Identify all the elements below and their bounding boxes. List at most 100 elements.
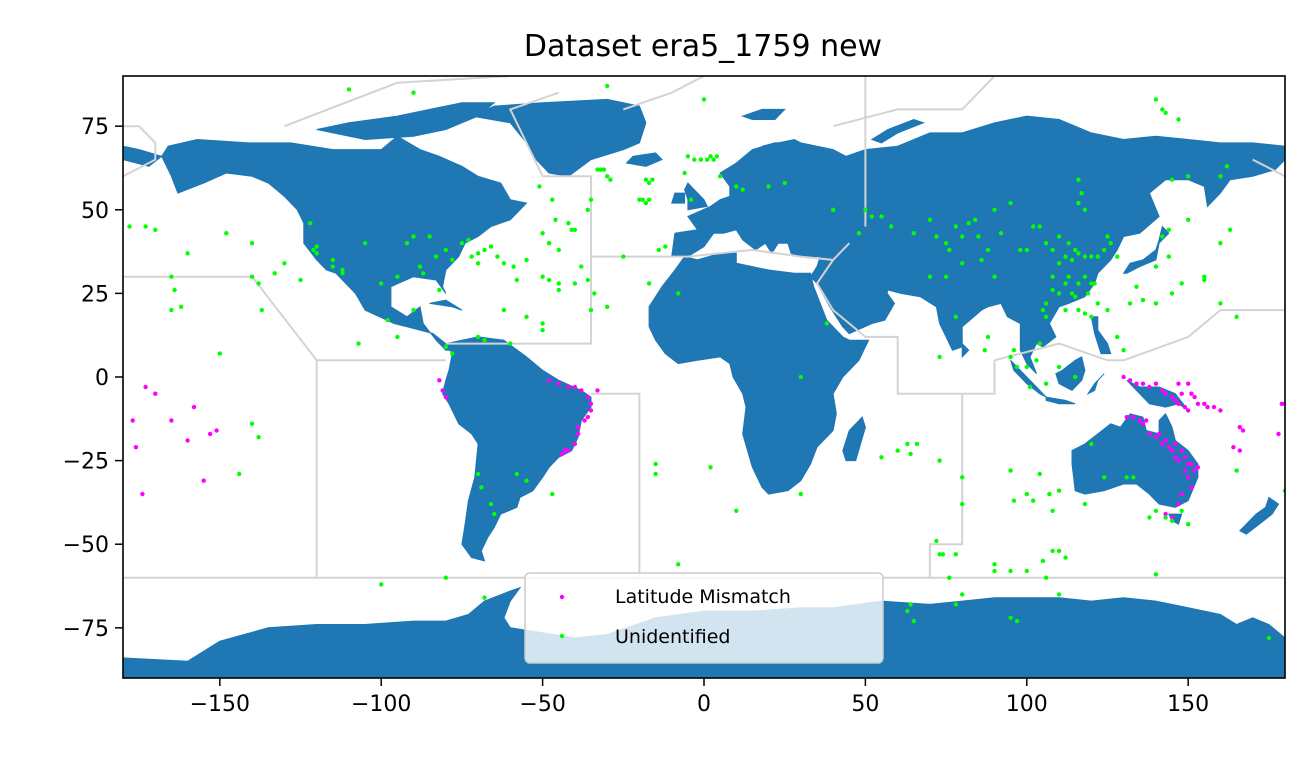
point-unidentified — [1073, 294, 1078, 299]
point-unidentified — [1140, 297, 1146, 303]
point-unidentified — [976, 234, 981, 239]
point-latitude-mismatch — [1179, 391, 1184, 396]
point-latitude-mismatch — [582, 418, 587, 423]
point-latitude-mismatch — [1182, 404, 1188, 410]
point-unidentified — [1115, 334, 1120, 340]
point-unidentified — [1066, 241, 1071, 246]
point-latitude-mismatch — [1179, 491, 1184, 497]
point-unidentified — [450, 257, 455, 263]
point-latitude-mismatch — [1169, 515, 1175, 520]
point-unidentified — [1031, 224, 1036, 229]
point-unidentified — [346, 87, 352, 92]
point-unidentified — [947, 575, 952, 580]
point-unidentified — [579, 264, 584, 269]
point-unidentified — [546, 241, 552, 246]
point-latitude-mismatch — [1189, 461, 1194, 467]
point-latitude-mismatch — [1195, 465, 1201, 470]
point-unidentified — [650, 177, 655, 182]
point-latitude-mismatch — [1195, 401, 1201, 406]
point-unidentified — [656, 247, 661, 253]
point-unidentified — [1095, 301, 1101, 306]
point-unidentified — [501, 307, 507, 313]
region-boundary — [832, 76, 996, 128]
point-unidentified — [605, 304, 610, 309]
point-latitude-mismatch — [1163, 438, 1168, 443]
point-unidentified — [482, 338, 487, 343]
point-unidentified — [937, 354, 942, 360]
point-unidentified — [1082, 501, 1088, 507]
x-tick-label: 150 — [1167, 692, 1209, 717]
point-unidentified — [1082, 274, 1088, 279]
region-boundary — [622, 76, 705, 111]
point-unidentified — [798, 491, 803, 497]
point-unidentified — [421, 271, 426, 276]
point-unidentified — [972, 217, 978, 222]
point-unidentified — [1224, 164, 1230, 169]
point-unidentified — [934, 538, 939, 544]
point-unidentified — [569, 227, 574, 232]
point-unidentified — [637, 197, 642, 202]
point-unidentified — [676, 291, 681, 296]
point-unidentified — [856, 231, 862, 236]
point-unidentified — [943, 274, 949, 279]
point-unidentified — [443, 344, 448, 350]
point-unidentified — [1153, 264, 1159, 269]
y-tick-label: −75 — [63, 617, 109, 642]
point-unidentified — [688, 197, 694, 202]
point-latitude-mismatch — [575, 425, 581, 430]
point-unidentified — [178, 304, 184, 309]
point-unidentified — [682, 170, 687, 176]
point-unidentified — [314, 244, 319, 249]
point-unidentified — [895, 448, 900, 453]
point-unidentified — [1027, 384, 1033, 390]
point-unidentified — [1131, 475, 1136, 480]
point-unidentified — [546, 277, 552, 283]
region-boundary — [284, 76, 511, 128]
point-unidentified — [1076, 307, 1081, 313]
point-unidentified — [601, 167, 607, 172]
point-latitude-mismatch — [1140, 381, 1146, 386]
land-svalbard — [741, 108, 786, 120]
point-unidentified — [1037, 224, 1042, 229]
point-unidentified — [1147, 515, 1152, 520]
point-latitude-mismatch — [1144, 418, 1149, 423]
point-unidentified — [1050, 508, 1055, 513]
point-unidentified — [1163, 110, 1168, 116]
point-unidentified — [701, 97, 707, 102]
point-unidentified — [943, 241, 949, 246]
point-unidentified — [1043, 381, 1049, 386]
point-latitude-mismatch — [1121, 374, 1126, 380]
x-tick-label: 100 — [1006, 692, 1048, 717]
point-latitude-mismatch — [1176, 458, 1181, 463]
point-unidentified — [889, 224, 894, 229]
point-latitude-mismatch — [1202, 401, 1207, 406]
point-latitude-mismatch — [1182, 468, 1188, 473]
point-unidentified — [592, 291, 597, 296]
point-latitude-mismatch — [566, 384, 571, 390]
land-iceland — [625, 152, 663, 167]
point-unidentified — [492, 511, 497, 517]
point-unidentified — [443, 247, 448, 253]
point-unidentified — [1024, 491, 1030, 497]
point-unidentified — [443, 575, 448, 580]
point-unidentified — [340, 267, 345, 273]
point-latitude-mismatch — [1153, 435, 1159, 440]
land-sumatra — [1010, 359, 1047, 398]
point-unidentified — [1186, 217, 1191, 222]
point-unidentified — [734, 508, 739, 513]
point-unidentified — [224, 231, 229, 236]
point-unidentified — [595, 167, 600, 172]
point-latitude-mismatch — [214, 428, 219, 433]
point-unidentified — [705, 157, 710, 162]
point-unidentified — [308, 221, 313, 226]
point-unidentified — [1076, 177, 1081, 182]
point-unidentified — [1089, 441, 1094, 447]
point-latitude-mismatch — [1140, 421, 1146, 426]
point-unidentified — [937, 458, 942, 463]
point-unidentified — [766, 184, 771, 189]
point-unidentified — [1227, 227, 1233, 232]
point-unidentified — [1082, 207, 1088, 212]
land-sri-lanka — [961, 342, 970, 359]
point-unidentified — [960, 261, 965, 266]
point-unidentified — [621, 254, 626, 259]
